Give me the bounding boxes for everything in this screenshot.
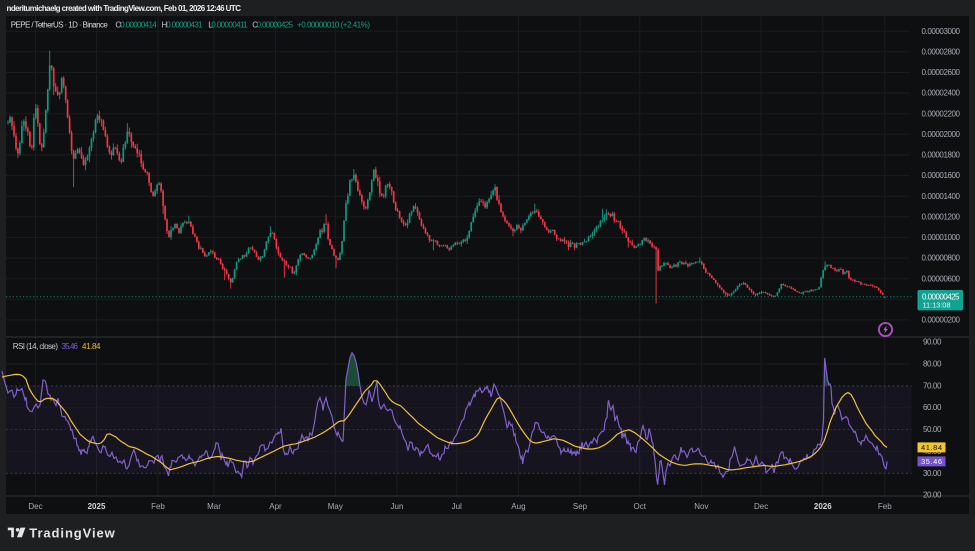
svg-text:May: May <box>328 502 343 511</box>
svg-text:Feb: Feb <box>151 502 165 511</box>
svg-text:30.00: 30.00 <box>923 469 942 478</box>
svg-text:Jul: Jul <box>452 502 462 511</box>
svg-text:L: L <box>208 21 213 30</box>
svg-text:Aug: Aug <box>511 502 525 511</box>
svg-text:RSI (14, close): RSI (14, close) <box>13 342 59 351</box>
svg-text:41.84: 41.84 <box>921 443 942 452</box>
svg-text:0.00002600: 0.00002600 <box>922 68 961 77</box>
svg-text:0.00001400: 0.00001400 <box>922 192 961 201</box>
svg-text:2026: 2026 <box>814 502 832 511</box>
svg-text:0.00000600: 0.00000600 <box>922 274 961 283</box>
svg-text:90.00: 90.00 <box>923 338 942 347</box>
svg-text:35.46: 35.46 <box>62 342 79 351</box>
svg-text:0.00003000: 0.00003000 <box>922 27 961 36</box>
svg-text:0.00000800: 0.00000800 <box>922 254 961 263</box>
svg-text:70.00: 70.00 <box>923 381 942 390</box>
svg-text:0.00002200: 0.00002200 <box>922 109 961 118</box>
svg-text:50.00: 50.00 <box>923 425 942 434</box>
svg-text:PEPE / TetherUS · 1D · Binance: PEPE / TetherUS · 1D · Binance <box>11 21 109 30</box>
svg-text:35.46: 35.46 <box>921 457 942 466</box>
svg-text:TradingView: TradingView <box>29 525 115 540</box>
svg-text:0.00001200: 0.00001200 <box>922 212 961 221</box>
svg-text:0.00001800: 0.00001800 <box>922 151 961 160</box>
svg-text:Feb: Feb <box>878 502 892 511</box>
svg-text:0.00000411: 0.00000411 <box>211 21 248 30</box>
svg-text:20.00: 20.00 <box>923 491 942 500</box>
svg-text:+0.00000010 (+2.41%): +0.00000010 (+2.41%) <box>297 21 370 30</box>
svg-text:Apr: Apr <box>269 502 282 511</box>
svg-text:0.00002400: 0.00002400 <box>922 89 961 98</box>
svg-text:0.00000200: 0.00000200 <box>922 316 961 325</box>
svg-text:60.00: 60.00 <box>923 403 942 412</box>
svg-text:0.00002800: 0.00002800 <box>922 47 961 56</box>
svg-text:Dec: Dec <box>28 502 42 511</box>
svg-text:O: O <box>115 21 121 30</box>
svg-text:80.00: 80.00 <box>923 360 942 369</box>
svg-text:Dec: Dec <box>754 502 768 511</box>
svg-text:0.00000414: 0.00000414 <box>120 21 157 30</box>
svg-text:41.84: 41.84 <box>82 342 101 351</box>
svg-text:H: H <box>162 21 168 30</box>
svg-text:0.00000425: 0.00000425 <box>257 21 294 30</box>
svg-text:Jun: Jun <box>391 502 404 511</box>
svg-text:11:13:08: 11:13:08 <box>923 301 951 310</box>
svg-text:0.00000431: 0.00000431 <box>166 21 203 30</box>
svg-text:Sep: Sep <box>573 502 588 511</box>
svg-text:Nov: Nov <box>694 502 708 511</box>
svg-text:C: C <box>252 21 258 30</box>
svg-text:0.00001000: 0.00001000 <box>922 233 961 242</box>
svg-text:nderitumichaelg created with T: nderitumichaelg created with TradingView… <box>7 4 242 13</box>
svg-text:0.00002000: 0.00002000 <box>922 130 961 139</box>
svg-text:Mar: Mar <box>207 502 221 511</box>
svg-text:0.00000425: 0.00000425 <box>922 292 960 301</box>
svg-text:Oct: Oct <box>633 502 646 511</box>
svg-text:0.00001600: 0.00001600 <box>922 171 961 180</box>
svg-text:2025: 2025 <box>88 502 106 511</box>
